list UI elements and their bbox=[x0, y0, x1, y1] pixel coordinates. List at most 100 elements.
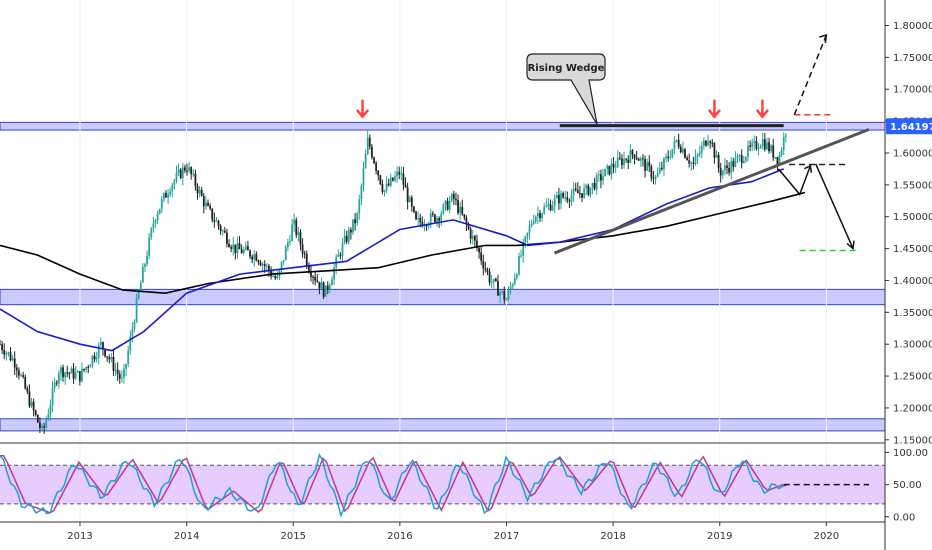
candle-body bbox=[175, 172, 178, 181]
candle-body bbox=[337, 254, 340, 257]
candle-body bbox=[70, 368, 73, 374]
candle-body bbox=[20, 375, 22, 377]
candle-body bbox=[102, 342, 104, 349]
time-tick-label: 2014 bbox=[174, 531, 199, 542]
price-tick-label: 1.45000 bbox=[893, 244, 932, 255]
candle-body bbox=[1, 344, 4, 350]
bounce-arrowhead-icon bbox=[804, 164, 813, 173]
candle-body bbox=[742, 160, 745, 163]
price-tick-label: 1.15000 bbox=[893, 435, 932, 446]
last-price-badge bbox=[886, 118, 932, 135]
candle-body bbox=[141, 266, 144, 283]
candle-body bbox=[450, 193, 453, 201]
candle-body bbox=[663, 158, 665, 169]
candle-body bbox=[738, 155, 741, 157]
candle-body bbox=[385, 183, 388, 191]
candle-body bbox=[425, 225, 428, 227]
candle-body bbox=[511, 284, 514, 287]
candle-body bbox=[595, 175, 598, 190]
time-tick-label: 2015 bbox=[280, 531, 305, 542]
candle-body bbox=[555, 194, 558, 199]
candle-body bbox=[488, 271, 491, 283]
candle-body bbox=[349, 229, 352, 233]
candle-body bbox=[667, 156, 670, 158]
candle-body bbox=[320, 282, 323, 289]
candle-body bbox=[457, 200, 459, 213]
candle-body bbox=[507, 290, 510, 300]
candle-body bbox=[368, 137, 371, 147]
stochastic-pane bbox=[0, 453, 885, 518]
candle-body bbox=[560, 193, 562, 204]
candle-body bbox=[461, 206, 464, 215]
candle-body bbox=[724, 165, 726, 171]
candle-body bbox=[345, 235, 348, 242]
candle-body bbox=[589, 187, 592, 195]
candle-body bbox=[257, 260, 260, 263]
candle-body bbox=[446, 200, 449, 210]
candle-body bbox=[648, 162, 651, 167]
candle-body bbox=[293, 219, 296, 225]
candle-body bbox=[364, 154, 367, 169]
candle-body bbox=[127, 350, 130, 364]
candle-body bbox=[459, 206, 462, 213]
candle-body bbox=[656, 172, 659, 177]
time-tick-label: 2013 bbox=[67, 531, 92, 542]
candle-body bbox=[371, 146, 373, 158]
candle-body bbox=[726, 165, 728, 169]
candle-body bbox=[85, 366, 88, 371]
candle-body bbox=[110, 357, 113, 360]
candle-body bbox=[404, 184, 407, 188]
candle-body bbox=[499, 292, 501, 296]
candle-body bbox=[698, 152, 701, 155]
candle-body bbox=[436, 218, 438, 223]
stochastic-axis[interactable]: 100.00 50.00 0.00 bbox=[885, 448, 928, 523]
stochastic-band-fill bbox=[0, 465, 885, 504]
candle-body bbox=[328, 285, 331, 290]
candle-body bbox=[219, 226, 222, 232]
price-axis[interactable]: 1.800001.750001.700001.650001.600001.550… bbox=[885, 21, 932, 446]
candle-body bbox=[751, 142, 754, 147]
candle-body bbox=[736, 156, 739, 159]
candle-body bbox=[463, 214, 466, 218]
candle-body bbox=[471, 235, 474, 239]
candle-body bbox=[768, 142, 770, 152]
candle-body bbox=[639, 158, 642, 161]
candle-body bbox=[753, 141, 756, 143]
stochastic-tick-label: 0.00 bbox=[893, 512, 915, 523]
candle-body bbox=[99, 342, 102, 345]
candle-body bbox=[421, 222, 424, 227]
candle-body bbox=[392, 177, 394, 181]
candle-body bbox=[22, 375, 25, 377]
candle-body bbox=[591, 182, 594, 188]
candle-body bbox=[583, 188, 586, 198]
candle-body bbox=[217, 221, 220, 227]
candle-body bbox=[532, 221, 535, 224]
candle-body bbox=[276, 276, 279, 279]
candle-body bbox=[156, 213, 159, 221]
candle-body bbox=[133, 322, 136, 329]
candle-body bbox=[694, 156, 697, 164]
candle-body bbox=[358, 199, 361, 214]
candle-body bbox=[730, 161, 733, 173]
candle-body bbox=[299, 232, 302, 245]
candle-body bbox=[169, 191, 172, 195]
time-tick-label: 2020 bbox=[814, 531, 839, 542]
candle-body bbox=[36, 414, 39, 423]
candle-body bbox=[398, 171, 401, 175]
candle-body bbox=[215, 221, 218, 223]
annotations: Rising Wedge bbox=[356, 34, 859, 252]
time-axis[interactable]: 2013 2014 2015 2016 2017 2018 2019 2020 bbox=[67, 522, 839, 542]
candle-body bbox=[303, 253, 306, 255]
candle-body bbox=[45, 419, 48, 428]
candle-body bbox=[747, 145, 749, 157]
candle-body bbox=[419, 218, 422, 223]
candle-body bbox=[549, 204, 552, 211]
candle-body bbox=[81, 368, 83, 382]
candle-body bbox=[452, 193, 455, 199]
candle-body bbox=[91, 355, 94, 366]
candle-body bbox=[49, 405, 52, 415]
candle-body bbox=[757, 148, 760, 150]
candle-body bbox=[131, 328, 134, 337]
bullish-arrowhead-icon bbox=[819, 34, 828, 44]
candle-body bbox=[629, 150, 632, 163]
